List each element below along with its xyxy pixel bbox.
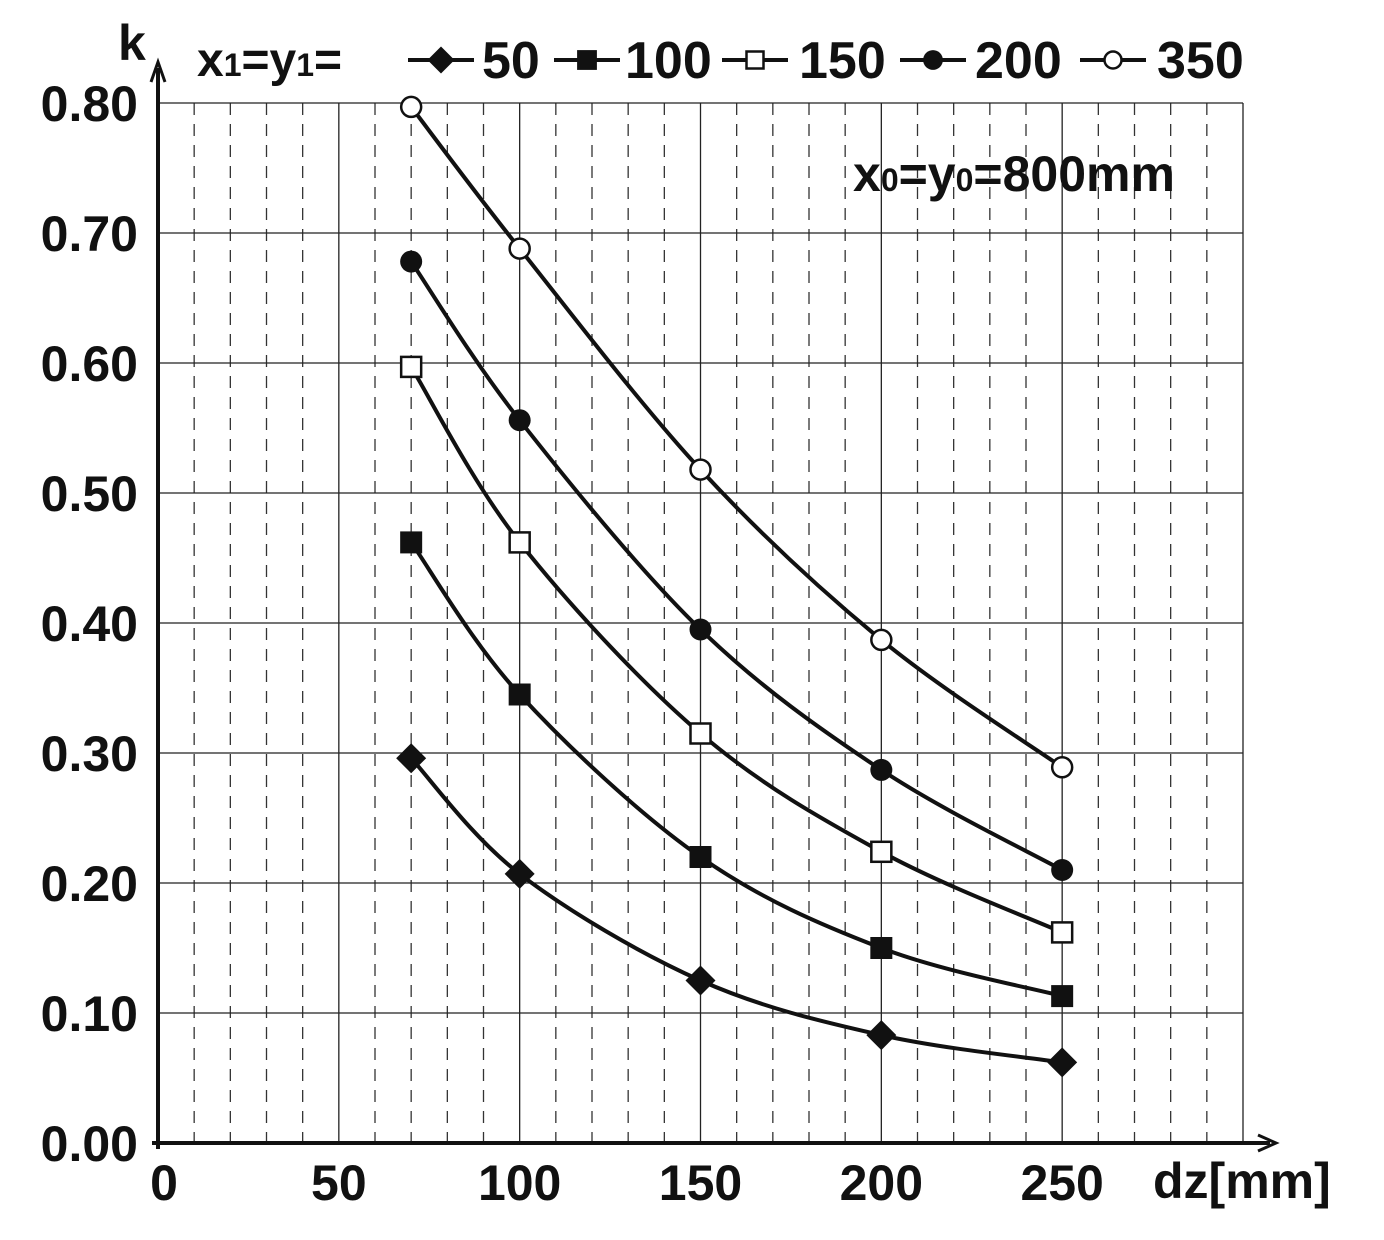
legend-item-50: 50 xyxy=(408,32,540,90)
open-circle-marker-icon xyxy=(689,458,712,481)
open-square-marker-icon xyxy=(1050,921,1074,944)
filled-circle-marker-icon xyxy=(923,50,943,70)
legend-prefix: x1=y1= xyxy=(197,34,342,87)
diamond-marker-icon xyxy=(504,858,535,889)
y-axis-title: k xyxy=(118,15,146,71)
open-square-marker-icon xyxy=(870,840,893,864)
filled-square-marker-icon xyxy=(508,683,531,706)
x-axis-title: dz[mm] xyxy=(1153,1153,1331,1209)
legend-item-150: 150 xyxy=(722,32,886,90)
open-square-marker-icon xyxy=(689,722,712,745)
legend-item-350: 350 xyxy=(1080,32,1244,90)
axes: 0.00 0.10 0.20 0.30 0.40 0.50 0.60 0.70 0.80 0 50 1… xyxy=(41,57,1280,1211)
filled-square-marker-icon xyxy=(577,50,597,70)
legend-label: 50 xyxy=(482,32,540,90)
open-circle-marker-icon xyxy=(1050,756,1074,779)
filled-square-marker-icon xyxy=(689,846,712,868)
legend-label: 200 xyxy=(975,32,1062,90)
x-tick-label: 200 xyxy=(840,1155,923,1211)
filled-square-marker-icon xyxy=(870,937,893,959)
series-50 xyxy=(396,743,1078,1078)
filled-circle-marker-icon xyxy=(689,618,712,641)
filled-circle-marker-icon xyxy=(1051,859,1074,881)
x-tick-label: 150 xyxy=(659,1155,742,1211)
x-tick-label: 50 xyxy=(311,1155,367,1211)
diamond-marker-icon xyxy=(396,743,427,774)
x-tick-label: 100 xyxy=(478,1155,561,1211)
y-tick-label: 0.80 xyxy=(41,76,138,132)
y-tick-label: 0.30 xyxy=(41,726,138,782)
y-tick-label: 0.60 xyxy=(41,336,138,392)
open-square-marker-icon xyxy=(745,50,765,70)
y-tick-label: 0.50 xyxy=(41,466,138,522)
diamond-marker-icon xyxy=(685,965,716,996)
filled-square-marker-icon xyxy=(1051,985,1074,1008)
series-lines xyxy=(396,95,1078,1078)
open-circle-marker-icon xyxy=(508,237,531,260)
y-tick-label: 0.40 xyxy=(41,596,138,652)
series-200 xyxy=(400,250,1074,881)
legend-item-100: 100 xyxy=(554,32,712,90)
open-square-marker-icon xyxy=(508,531,531,554)
x-axis-arrow-icon xyxy=(1257,1133,1280,1153)
x-tick-label: 0 xyxy=(150,1155,178,1211)
diamond-marker-icon xyxy=(866,1020,897,1051)
legend-label: 350 xyxy=(1157,32,1244,90)
open-circle-marker-icon xyxy=(870,628,893,652)
filled-square-marker-icon xyxy=(400,531,423,554)
diamond-marker-icon xyxy=(427,46,455,74)
y-tick-label: 0.20 xyxy=(41,856,138,912)
series-350 xyxy=(399,95,1074,779)
y-tick-label: 0.00 xyxy=(41,1116,138,1172)
series-line xyxy=(409,105,1064,769)
y-axis-arrow-icon xyxy=(149,57,167,83)
legend-label: 150 xyxy=(799,32,886,90)
y-tick-label: 0.70 xyxy=(41,206,138,262)
y-tick-label: 0.10 xyxy=(41,986,138,1042)
filled-circle-marker-icon xyxy=(400,250,423,273)
annotation-x0-y0: x0=y0=800mm xyxy=(853,146,1175,202)
legend: 50 100 150 200 350 xyxy=(408,32,1244,90)
open-circle-marker-icon xyxy=(399,95,423,119)
legend-label: 100 xyxy=(625,32,712,90)
legend-item-200: 200 xyxy=(900,32,1062,90)
grid xyxy=(158,102,1244,1143)
series-150 xyxy=(399,355,1074,944)
filled-circle-marker-icon xyxy=(870,758,893,781)
series-100 xyxy=(400,531,1074,1008)
filled-circle-marker-icon xyxy=(508,409,531,432)
diamond-marker-icon xyxy=(1047,1047,1078,1078)
x-tick-label: 250 xyxy=(1020,1155,1103,1211)
open-square-marker-icon xyxy=(399,355,423,379)
open-circle-marker-icon xyxy=(1103,50,1123,70)
